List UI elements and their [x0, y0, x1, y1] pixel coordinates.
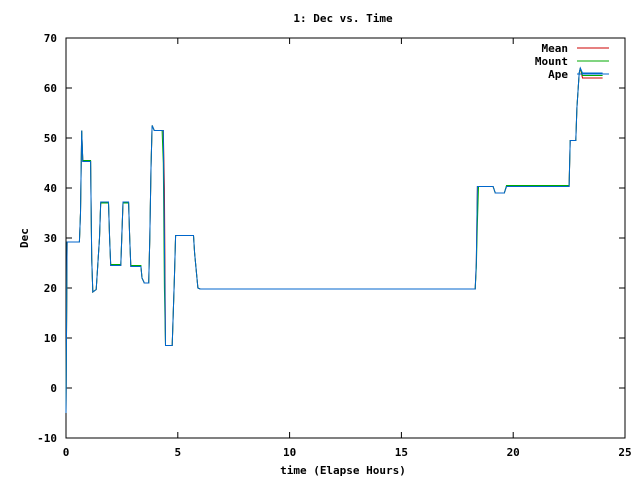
y-tick-label: 60: [44, 82, 57, 95]
x-tick-label: 15: [395, 446, 408, 459]
y-tick-label: 50: [44, 132, 57, 145]
series-line-mean: [65, 67, 603, 414]
series-line-mount: [65, 67, 603, 414]
y-tick-label: 0: [50, 382, 57, 395]
x-tick-label: 10: [283, 446, 296, 459]
legend-label-mean: Mean: [542, 42, 569, 55]
y-tick-label: 70: [44, 32, 57, 45]
y-tick-label: -10: [37, 432, 57, 445]
x-tick-label: 25: [618, 446, 631, 459]
x-tick-label: 0: [63, 446, 70, 459]
axis-tick-labels: 0 5 10 15 20 25 -10 0 10 20 30 40 50 60 70: [37, 32, 632, 459]
y-axis-label: Dec: [18, 228, 31, 248]
series-line-ape: [65, 66, 603, 414]
series-lines: [65, 66, 603, 414]
axis-ticks: [65, 37, 626, 439]
x-axis-label: time (Elapse Hours): [280, 464, 406, 477]
y-tick-label: 20: [44, 282, 57, 295]
legend-label-ape: Ape: [548, 68, 568, 81]
y-tick-label: 10: [44, 332, 57, 345]
legend-label-mount: Mount: [535, 55, 568, 68]
y-tick-label: 40: [44, 182, 57, 195]
x-tick-label: 20: [507, 446, 520, 459]
chart-title: 1: Dec vs. Time: [293, 12, 393, 25]
y-tick-label: 30: [44, 232, 57, 245]
x-tick-label: 5: [174, 446, 181, 459]
legend: Mean Mount Ape: [535, 42, 609, 81]
